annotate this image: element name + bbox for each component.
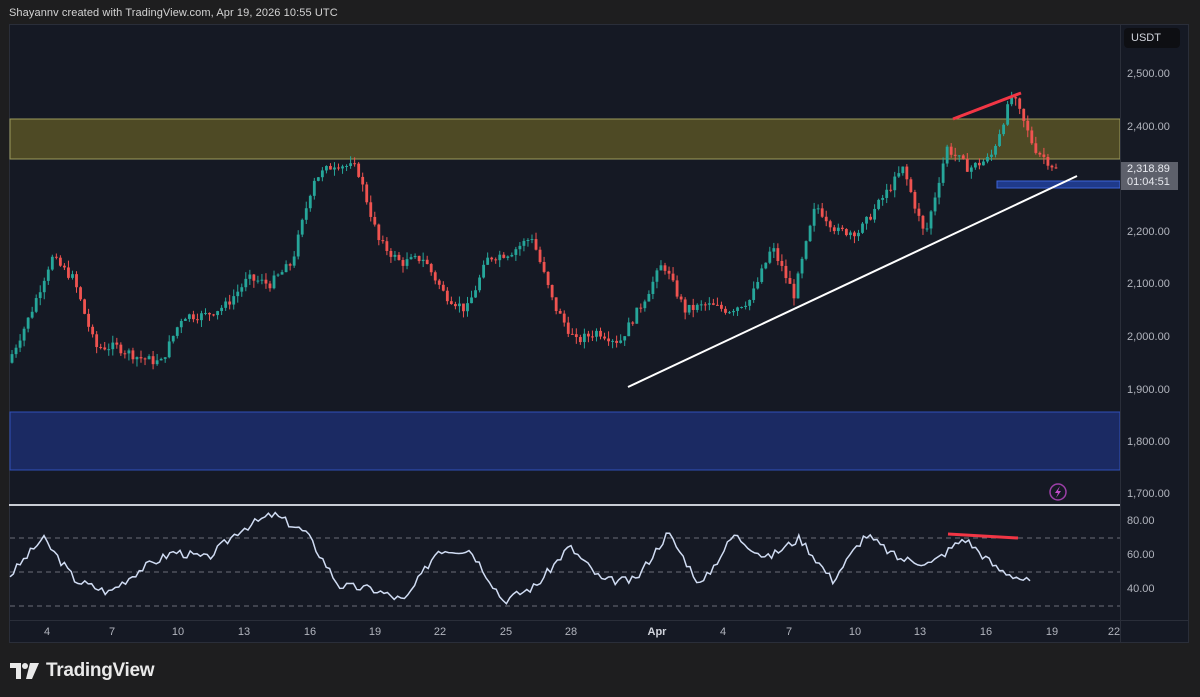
chart-caption: Shayannv created with TradingView.com, A…: [9, 7, 338, 19]
time-tick: 7: [108, 626, 116, 638]
support-zone: [9, 411, 1121, 471]
rsi-reference-lines: [10, 537, 1120, 607]
time-tick: 13: [237, 626, 251, 638]
time-tick: 16: [979, 626, 993, 638]
last-price-badge: 2,318.89 01:04:51: [1121, 162, 1178, 190]
brand-name: TradingView: [46, 660, 155, 681]
rsi-tick: 60.00: [1127, 549, 1155, 561]
time-axis-border: [9, 620, 1189, 621]
rsi-tick: 40.00: [1127, 583, 1155, 595]
last-price-value: 2,318.89: [1127, 163, 1170, 175]
price-tick: 2,400.00: [1127, 121, 1170, 133]
time-tick: 10: [848, 626, 862, 638]
time-tick: 7: [785, 626, 793, 638]
pane-separator[interactable]: [9, 504, 1120, 506]
bar-countdown: 01:04:51: [1127, 176, 1170, 188]
time-tick: 4: [719, 626, 727, 638]
resistance-zone: [9, 118, 1121, 160]
price-tick: 2,200.00: [1127, 226, 1170, 238]
price-tick: 2,500.00: [1127, 68, 1170, 80]
time-tick: 10: [171, 626, 185, 638]
currency-selector[interactable]: USDT: [1124, 28, 1180, 48]
time-tick: 16: [303, 626, 317, 638]
rsi-divergence-line: [947, 532, 1019, 540]
price-axis-border: [1120, 24, 1121, 643]
price-tick: 2,100.00: [1127, 278, 1170, 290]
time-tick: 13: [913, 626, 927, 638]
rsi-tick: 80.00: [1127, 515, 1155, 527]
price-tick: 2,000.00: [1127, 331, 1170, 343]
price-tick: 1,900.00: [1127, 384, 1170, 396]
tradingview-logo-icon: [10, 663, 39, 679]
price-higher-high-line: [952, 91, 1022, 121]
tradingview-brand[interactable]: TradingView: [10, 660, 155, 682]
time-tick-month: Apr: [647, 626, 667, 638]
time-tick: 19: [368, 626, 382, 638]
price-tick: 1,700.00: [1127, 488, 1170, 500]
candlestick-series: [10, 91, 1058, 370]
rsi-line: [9, 511, 1031, 605]
time-tick: 4: [43, 626, 51, 638]
time-tick: 22: [1107, 626, 1121, 638]
time-tick: 28: [564, 626, 578, 638]
ascending-trendline: [627, 175, 1078, 388]
lightning-icon[interactable]: [1049, 483, 1067, 501]
price-tick: 1,800.00: [1127, 436, 1170, 448]
time-tick: 19: [1045, 626, 1059, 638]
time-tick: 25: [499, 626, 513, 638]
time-tick: 22: [433, 626, 447, 638]
